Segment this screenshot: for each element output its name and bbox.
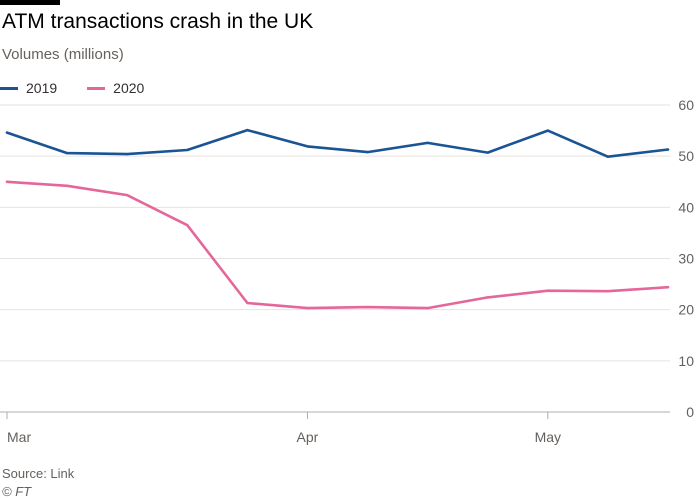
credit-note: © FT xyxy=(2,484,32,499)
legend-swatch-2020 xyxy=(87,86,106,90)
data-point-2019-0 xyxy=(5,131,9,134)
data-point-2020-7 xyxy=(426,306,429,310)
axis-layer: 0 10 20 30 40 50 60 Mar Apr May xyxy=(6,97,694,445)
line-chart: 0 10 20 30 40 50 60 Mar Apr May xyxy=(0,97,694,445)
data-point-2019-2 xyxy=(125,152,129,156)
data-point-2019-11 xyxy=(666,148,670,151)
y-tick-label-30: 30 xyxy=(678,251,694,267)
y-tick-label-50: 50 xyxy=(678,148,694,164)
series-line-2019 xyxy=(5,128,670,158)
data-point-2019-4 xyxy=(246,128,249,132)
x-tick-label-apr: Apr xyxy=(297,429,319,445)
data-point-2020-3 xyxy=(186,224,189,227)
series-line-2020 xyxy=(5,180,670,310)
data-point-2020-6 xyxy=(366,305,369,309)
data-point-2020-10 xyxy=(606,290,610,293)
data-point-2020-1 xyxy=(65,184,69,188)
data-point-2019-6 xyxy=(366,150,369,154)
y-tick-label-0: 0 xyxy=(686,404,694,420)
data-point-2019-3 xyxy=(186,148,189,152)
data-point-2019-7 xyxy=(426,141,429,145)
data-point-2019-8 xyxy=(486,151,489,154)
data-point-2020-4 xyxy=(246,301,249,305)
data-point-2019-5 xyxy=(306,145,309,148)
y-tick-label-40: 40 xyxy=(678,199,694,215)
data-point-2019-10 xyxy=(606,155,610,158)
data-point-2020-2 xyxy=(125,193,129,197)
data-point-2020-5 xyxy=(306,306,309,310)
y-tick-label-60: 60 xyxy=(678,97,694,113)
data-point-2019-9 xyxy=(546,129,550,132)
x-tick-label-may: May xyxy=(535,429,561,445)
y-tick-label-20: 20 xyxy=(678,302,694,318)
chart-subtitle: Volumes (millions) xyxy=(2,46,124,63)
legend-item-2020: 2020 xyxy=(87,80,144,96)
legend-item-2019: 2019 xyxy=(0,80,57,96)
source-note: Source: Link xyxy=(2,466,75,481)
data-point-2020-9 xyxy=(546,289,550,292)
legend: 2019 2020 xyxy=(0,78,174,98)
data-point-2020-0 xyxy=(5,180,9,183)
data-point-2019-1 xyxy=(65,151,69,155)
x-tick-label-mar: Mar xyxy=(7,429,31,445)
chart-title: ATM transactions crash in the UK xyxy=(2,10,314,33)
y-tick-label-10: 10 xyxy=(678,353,694,369)
data-point-2020-11 xyxy=(666,285,670,289)
legend-swatch-2019 xyxy=(0,86,18,90)
legend-label-2019: 2019 xyxy=(26,80,58,96)
grid-layer xyxy=(0,104,670,413)
series-layer xyxy=(5,128,670,310)
brand-bar xyxy=(0,0,60,5)
legend-label-2020: 2020 xyxy=(113,80,145,96)
data-point-2020-8 xyxy=(486,296,489,299)
